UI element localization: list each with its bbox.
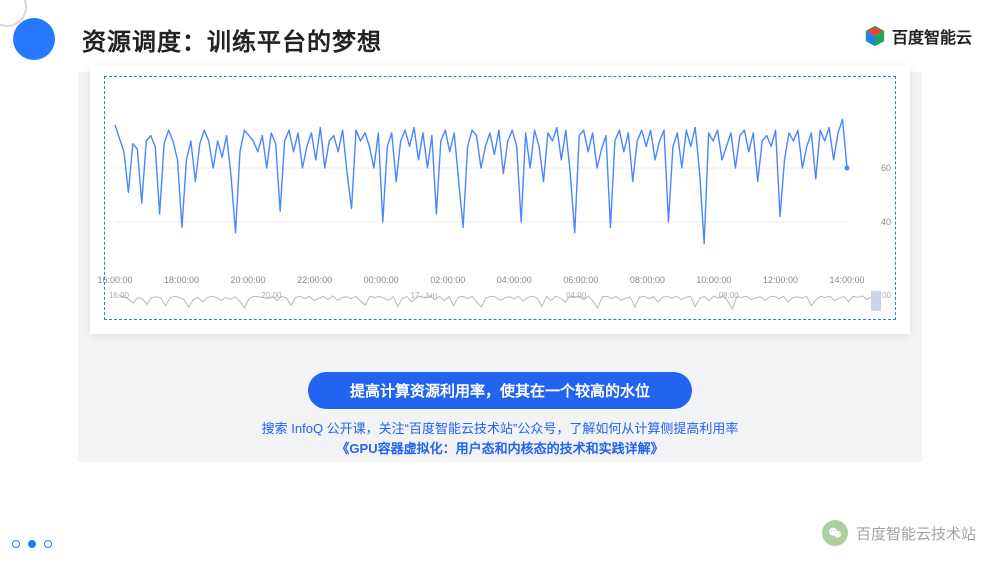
x-tick-label: 00:00:00 [364,275,399,285]
scrub-tick-label: 04:00 [566,291,586,300]
brand-logo-icon [864,25,886,47]
scrubber-overview-line [119,291,881,311]
scrub-tick-label: 08:00 [719,291,739,300]
x-axis-ticks: 16:00:0018:00:0020:00:0022:00:0000:00:00… [105,275,895,289]
pager-dot[interactable] [12,540,20,548]
highlight-pill: 提高计算资源利用率，使其在一个较高的水位 [308,372,692,409]
chart-area: 16:00:0018:00:0020:00:0022:00:0000:00:00… [104,76,896,320]
x-tick-label: 16:00:00 [97,275,132,285]
brand: 百度智能云 [864,24,972,48]
x-tick-label: 18:00:00 [164,275,199,285]
watermark-text: 百度智能云技术站 [856,523,976,544]
scrub-tick-label: 20:00 [261,291,281,300]
x-tick-label: 10:00:00 [696,275,731,285]
x-tick-label: 06:00:00 [563,275,598,285]
y-tick-label: 40 [881,217,891,227]
x-tick-label: 08:00:00 [630,275,665,285]
subtext-line-2: 《GPU容器虚拟化：用户态和内核态的技术和实践详解》 [78,438,922,457]
content-panel: 16:00:00 18:00:00 20:00:00 22:00:00 00:00:00… [78,72,922,462]
pager-dot[interactable] [28,540,36,548]
x-tick-label: 20:00:00 [231,275,266,285]
x-tick-label: 02:00:00 [430,275,465,285]
y-tick-label: 60 [881,163,891,173]
scrub-tick-label: 16:00 [109,291,129,300]
x-tick-label: 04:00:00 [497,275,532,285]
subtext-line-1: 搜索 InfoQ 公开课，关注“百度智能云技术站”公众号，了解如何从计算侧提高利… [78,418,922,437]
watermark: 百度智能云技术站 [822,520,976,546]
time-scrubber[interactable]: 16:0020:0017. Jun04:0008:0012:00 [119,291,881,311]
scrubber-handle[interactable] [871,291,881,311]
page-title: 资源调度：训练平台的梦想 [82,22,382,57]
x-tick-label: 14:00:00 [829,275,864,285]
wechat-icon [822,520,848,546]
brand-text: 百度智能云 [892,24,972,48]
slide: 资源调度：训练平台的梦想 百度智能云 16:00:00 18:00:00 20:00… [0,0,1000,562]
x-tick-label: 12:00:00 [763,275,798,285]
x-tick-label: 22:00:00 [297,275,332,285]
scrub-tick-label: 17. Jun [411,291,437,300]
utilization-line-chart [105,77,869,293]
deco-dot [13,18,55,60]
pager-dots[interactable] [12,540,52,548]
chart-card: 16:00:00 18:00:00 20:00:00 22:00:00 00:00:00… [90,66,910,334]
pager-dot[interactable] [44,540,52,548]
